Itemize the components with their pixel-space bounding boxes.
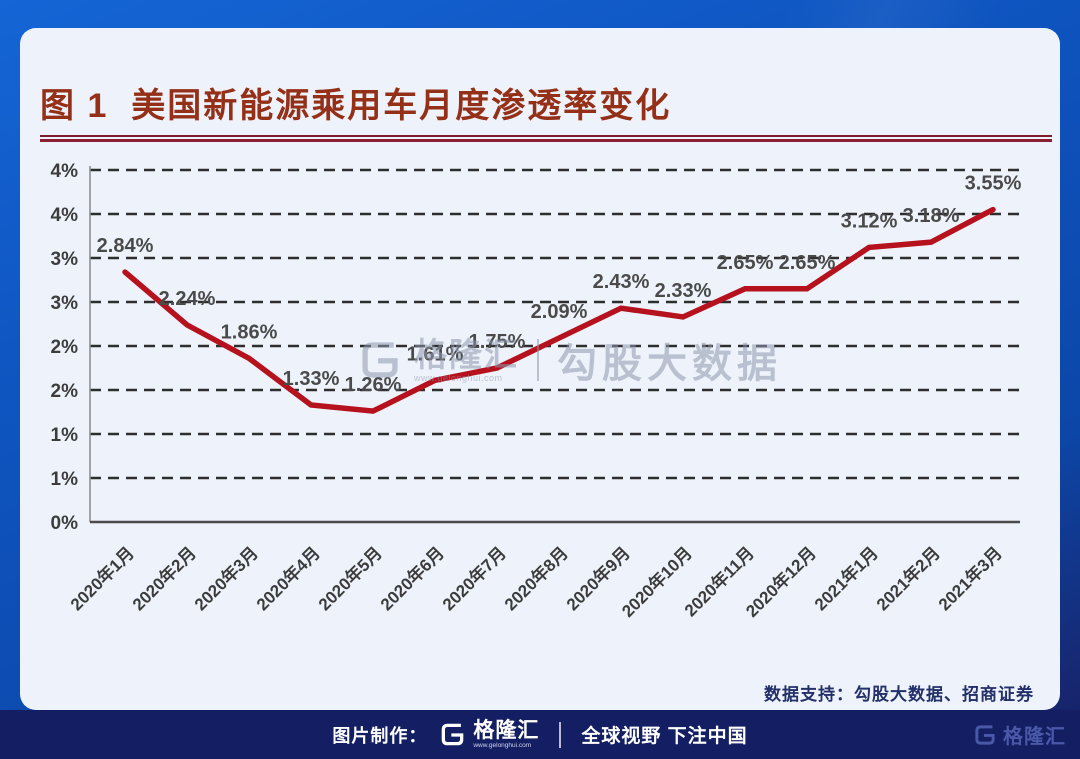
y-tick-label: 1% bbox=[51, 425, 79, 446]
series-line bbox=[122, 206, 996, 414]
data-support-note: 数据支持：勾股大数据、招商证券 bbox=[764, 685, 1034, 704]
data-point-label: 1.75% bbox=[469, 331, 526, 353]
footer-right-brand-name: 格隆汇 bbox=[1003, 726, 1066, 748]
axis-lines bbox=[89, 166, 1020, 524]
title-divider-thin-line bbox=[40, 135, 1052, 137]
x-tick-label: 2020年3月 bbox=[190, 543, 262, 615]
x-tick-label: 2020年1月 bbox=[66, 543, 138, 615]
chart-card: 图 1 美国新能源乘用车月度渗透率变化 0% 1% 1% 2% 2% 3% 3% 4% 4% 20… bbox=[20, 28, 1060, 710]
x-tick-label: 2021年3月 bbox=[934, 543, 1006, 615]
x-tick-label: 2020年6月 bbox=[376, 543, 448, 615]
footer-bar: 图片制作： 格隆汇 www.gelonghui.com 全球视野 下注中国 格隆… bbox=[0, 710, 1080, 759]
data-point-label: 2.09% bbox=[531, 301, 588, 323]
footer-brand-logo: 格隆汇 www.gelonghui.com bbox=[439, 720, 539, 750]
data-point-label: 2.43% bbox=[593, 271, 650, 293]
title-divider-thick-line bbox=[40, 139, 1052, 142]
footer-slogan: 全球视野 下注中国 bbox=[581, 726, 748, 747]
y-tick-label: 2% bbox=[51, 337, 79, 358]
data-point-label: 1.86% bbox=[221, 321, 278, 343]
footer-right-logo: 格隆汇 bbox=[973, 710, 1066, 759]
title-divider bbox=[40, 135, 1052, 142]
data-point-label: 2.24% bbox=[159, 288, 216, 310]
data-point-label: 1.26% bbox=[345, 374, 402, 396]
data-labels: 2.84% 2.24%1.86% 1.33% 1.26%1.61%1.75%2.09%… bbox=[97, 173, 1022, 397]
gelonghui-logo-icon bbox=[975, 724, 995, 745]
y-tick-label: 3% bbox=[51, 293, 79, 314]
data-point-label: 1.61% bbox=[407, 343, 464, 365]
data-point-label: 2.33% bbox=[655, 280, 712, 302]
data-point-label: 3.12% bbox=[841, 210, 898, 232]
x-tick-label: 2020年4月 bbox=[252, 543, 324, 615]
y-tick-label: 1% bbox=[51, 469, 79, 490]
y-tick-label: 4% bbox=[51, 161, 79, 182]
footer-made-by-label: 图片制作： bbox=[332, 725, 428, 746]
gelonghui-logo-icon bbox=[442, 723, 464, 746]
footer-brand-name: 格隆汇 bbox=[473, 718, 540, 742]
chart-title: 图 1 美国新能源乘用车月度渗透率变化 bbox=[40, 87, 672, 125]
footer-divider bbox=[559, 721, 562, 748]
x-tick-label: 2020年8月 bbox=[500, 543, 572, 615]
y-axis-labels: 0% 1% 1% 2% 2% 3% 3% 4% 4% bbox=[51, 161, 79, 534]
footer-brand-url: www.gelonghui.com bbox=[473, 741, 532, 749]
x-tick-label: 2021年1月 bbox=[810, 543, 882, 615]
y-tick-label: 3% bbox=[51, 249, 79, 270]
x-tick-label: 2020年2月 bbox=[128, 543, 200, 615]
y-gridlines bbox=[90, 168, 1020, 480]
x-tick-label: 2020年7月 bbox=[438, 543, 510, 615]
data-point-label: 2.65% bbox=[779, 252, 836, 274]
data-point-label: 2.65% bbox=[717, 252, 774, 274]
data-point-label: 3.18% bbox=[903, 205, 960, 227]
y-tick-label: 0% bbox=[51, 513, 79, 534]
x-tick-label: 2021年2月 bbox=[872, 543, 944, 615]
data-point-label: 2.84% bbox=[97, 235, 154, 257]
data-point-label: 3.55% bbox=[965, 173, 1022, 195]
x-axis-labels: 2020年1月2020年2月2020年3月2020年4月2020年5月2020年… bbox=[66, 543, 1006, 621]
x-tick-label: 2020年5月 bbox=[314, 543, 386, 615]
y-tick-label: 2% bbox=[51, 381, 79, 402]
line-chart: 0%1%1%2%2%3%3%4%4%2020年1月2020年2月2020年3月2… bbox=[51, 161, 1022, 621]
data-point-label: 1.33% bbox=[283, 368, 340, 390]
y-tick-label: 4% bbox=[51, 205, 79, 226]
